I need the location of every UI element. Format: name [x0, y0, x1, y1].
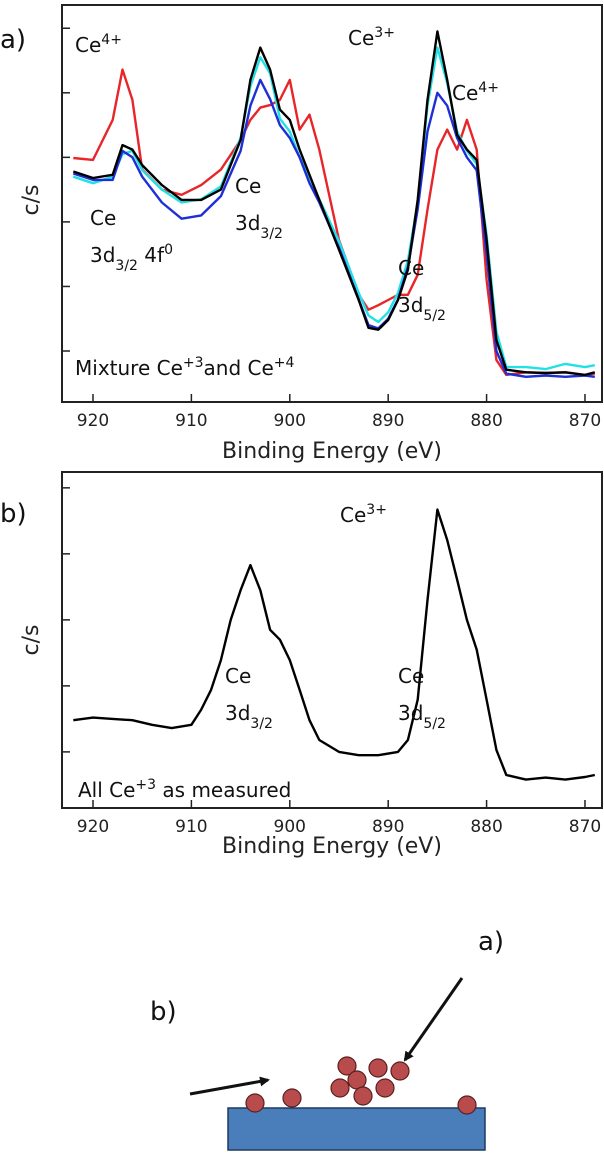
plot-frame: [61, 4, 603, 403]
arrow-b: [189, 1076, 270, 1096]
annotation-part: Ce: [348, 26, 374, 50]
annotation-part: +3: [183, 355, 204, 371]
annotation-part: 3d: [235, 211, 260, 235]
annotation: Ce: [398, 256, 424, 280]
annotation-part: 3d: [398, 293, 423, 317]
x-tick-label: 900: [274, 411, 306, 431]
annotation-part: Mixture Ce: [75, 356, 183, 380]
x-tick-label: 910: [175, 817, 207, 837]
annotation-part: Ce: [225, 664, 251, 688]
annotation-part: Ce: [398, 256, 424, 280]
plot-area: [73, 508, 596, 781]
annotation-part: 3d: [398, 701, 423, 725]
annotation-part: 5/2: [423, 308, 446, 324]
annotation-part: All Ce: [78, 778, 135, 802]
annotation-part: 4+: [478, 80, 499, 96]
annotation-part: Ce: [398, 664, 424, 688]
panel-label: b): [0, 499, 27, 529]
annotation-part: 3/2: [115, 258, 138, 274]
annotation-part: Ce: [235, 174, 261, 198]
x-tick-label: 890: [372, 411, 404, 431]
annotation-part: 3d: [90, 243, 115, 267]
annotation-part: Ce: [90, 206, 116, 230]
annotation-part: 3/2: [260, 226, 283, 242]
annotation: Ce3+: [340, 502, 387, 527]
x-axis-label: Binding Energy (eV): [222, 439, 442, 464]
annotation: Ce: [90, 206, 116, 230]
annotation: Ce: [225, 664, 251, 688]
arrow-a: [403, 977, 464, 1062]
chart: 920 910 900 890 880 870 Binding Energy (eV) c/s…: [0, 471, 603, 859]
annotation: Mixture Ce+3and Ce+4: [75, 355, 295, 380]
x-tick-label: 920: [77, 411, 109, 431]
chart: 920 910 900 890 880 870 Binding Energy (eV) c/s…: [0, 4, 603, 464]
x-tick-label: 870: [569, 411, 601, 431]
diagram-label: b): [150, 997, 177, 1027]
annotation-part: 4+: [101, 32, 122, 48]
spectrum-line: [72, 30, 596, 377]
spectrum-line: [73, 508, 596, 781]
plot-frame: [61, 471, 603, 809]
diagram: b) a): [150, 927, 504, 1151]
annotation: 3d3/2 4f0: [90, 242, 173, 274]
annotation-part: +3: [135, 777, 156, 793]
annotation: Ce: [235, 174, 261, 198]
annotation: 3d5/2: [398, 293, 446, 324]
annotation: 3d5/2: [398, 701, 446, 732]
annotation: Ce3+: [348, 25, 395, 50]
annotation: Ce4+: [75, 32, 122, 57]
x-tick-label: 900: [274, 817, 306, 837]
annotation: 3d3/2: [225, 701, 273, 732]
annotation: 3d3/2: [235, 211, 283, 242]
annotation-part: 5/2: [423, 716, 446, 732]
annotation-part: 0: [164, 242, 173, 258]
annotation-part: Ce: [452, 81, 478, 105]
annotation-part: Ce: [340, 503, 366, 527]
substrate: [227, 1107, 486, 1151]
particles: [245, 1056, 477, 1115]
spectrum-line: [73, 68, 595, 377]
annotation-part: Ce: [75, 33, 101, 57]
panel-label: a): [0, 25, 26, 55]
x-tick-label: 890: [372, 817, 404, 837]
annotation: Ce: [398, 664, 424, 688]
spectrum-line: [72, 46, 596, 371]
annotation-part: as measured: [156, 778, 291, 802]
plot-area: [72, 30, 596, 378]
x-tick-label: 880: [470, 817, 502, 837]
x-axis-label: Binding Energy (eV): [222, 834, 442, 859]
x-tick-label: 870: [569, 817, 601, 837]
y-axis-label: c/s: [19, 625, 44, 656]
annotation-part: 4f: [138, 243, 165, 267]
annotation-part: 3+: [374, 25, 395, 41]
x-tick-label: 880: [470, 411, 502, 431]
x-tick-label: 920: [77, 817, 109, 837]
annotation: Ce4+: [452, 80, 499, 105]
diagram-label: a): [478, 927, 504, 957]
y-axis-label: c/s: [19, 185, 44, 216]
annotation: All Ce+3 as measured: [78, 777, 291, 802]
annotation-part: 3+: [366, 502, 387, 518]
x-tick-label: 910: [175, 411, 207, 431]
annotation-part: and Ce: [204, 356, 274, 380]
annotation-part: 3/2: [250, 716, 273, 732]
annotation-part: +4: [274, 355, 295, 371]
annotation-part: 3d: [225, 701, 250, 725]
